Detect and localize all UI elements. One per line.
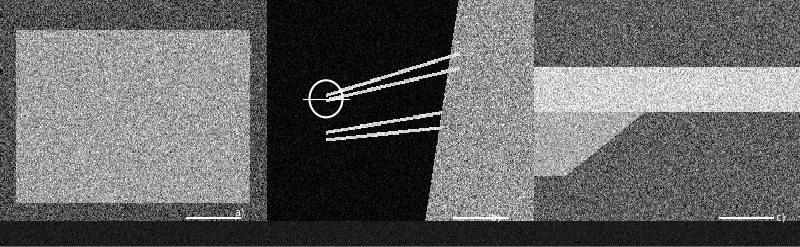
Text: c): c) (775, 212, 786, 222)
Text: b): b) (490, 212, 502, 222)
Text: a): a) (234, 207, 246, 217)
